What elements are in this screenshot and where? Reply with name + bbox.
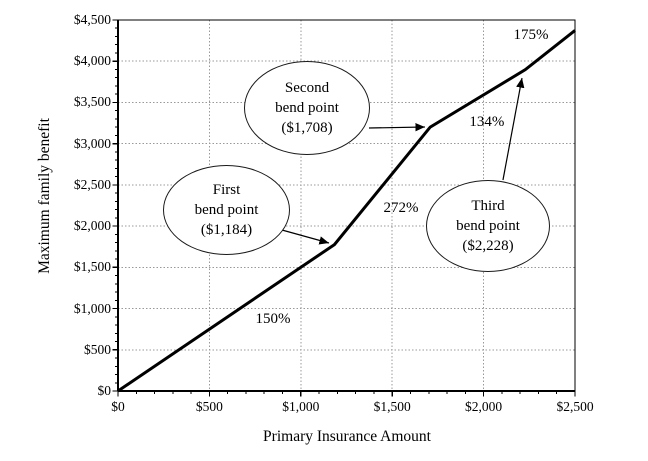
- annotation-second-bend-point: Second bend point ($1,708): [244, 61, 370, 155]
- annotation-text-line: bend point: [456, 218, 520, 234]
- annotation-first-bend-point: First bend point ($1,184): [163, 165, 290, 255]
- annotation-text-line: Third: [471, 198, 505, 214]
- x-tick-label: $2,500: [556, 399, 594, 414]
- axes: [117, 20, 575, 392]
- y-tick-label: $1,000: [73, 300, 111, 316]
- annotation-text-line: Second: [284, 80, 330, 96]
- x-tick-label: $2,000: [465, 399, 503, 414]
- annotation-arrows: [281, 77, 525, 245]
- y-axis-title: Maximum family benefit: [36, 118, 53, 274]
- annotation-text-line: bend point: [275, 100, 339, 116]
- y-tick-label: $3,500: [73, 94, 111, 110]
- annotation-third-bend-point: Third bend point ($2,228): [426, 180, 550, 272]
- x-axis-title: Primary Insurance Amount: [263, 428, 431, 445]
- axis-ticks: [112, 19, 576, 397]
- y-tick-label: $0: [97, 383, 112, 398]
- annotation-text-line: ($1,184): [200, 222, 253, 238]
- arrow-first-bend-point: [281, 229, 330, 245]
- y-tick-label: $4,500: [73, 12, 111, 27]
- y-tick-label: $4,000: [73, 53, 111, 69]
- y-tick-label: $2,500: [73, 176, 111, 192]
- segment-label-175%: 175%: [513, 27, 549, 44]
- y-tick-label: $2,000: [73, 218, 111, 234]
- y-tick-label: $1,500: [73, 259, 111, 275]
- arrow-second-bend-point: [368, 122, 425, 132]
- annotation-text-line: bend point: [194, 202, 259, 218]
- arrow-third-bend-point: [502, 77, 525, 181]
- annotation-text-line: ($2,228): [462, 238, 514, 254]
- x-tick-label: $1,000: [282, 399, 320, 414]
- y-tick-label: $500: [84, 341, 111, 357]
- segment-label-134%: 134%: [469, 114, 505, 131]
- x-tick-label: $1,500: [373, 399, 411, 414]
- annotation-text-line: First: [212, 182, 241, 198]
- x-tick-label: $0: [111, 399, 125, 414]
- segment-label-272%: 272%: [383, 199, 419, 216]
- benefit-line: [117, 29, 576, 393]
- segment-label-150%: 150%: [255, 311, 291, 328]
- annotation-text-line: ($1,708): [281, 120, 333, 136]
- x-tick-label: $500: [195, 399, 223, 414]
- y-tick-label: $3,000: [73, 135, 111, 151]
